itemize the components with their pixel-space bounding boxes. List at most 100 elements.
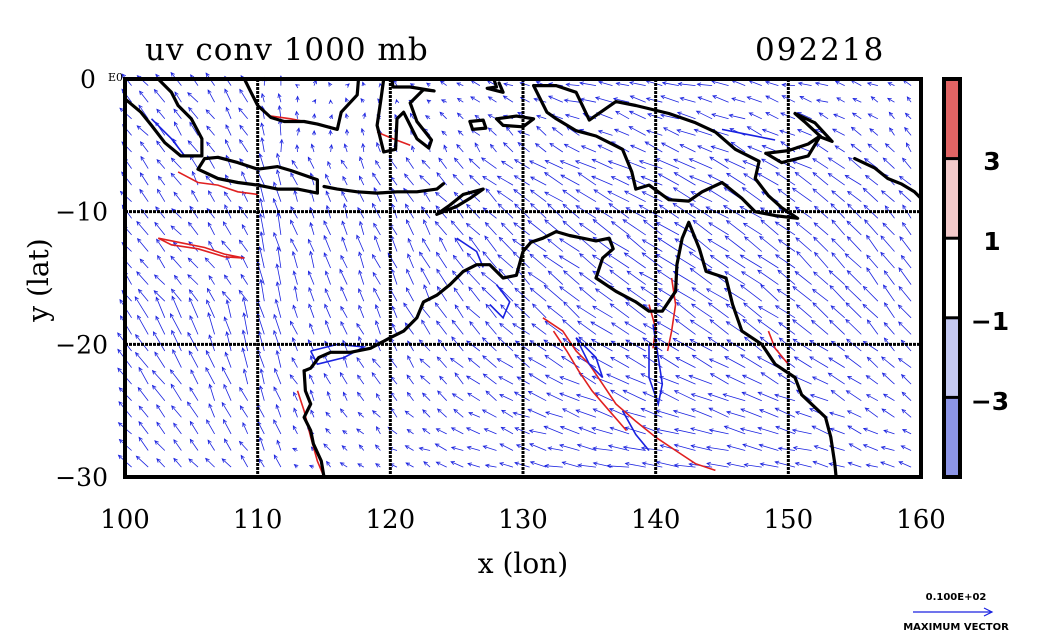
wind-vector-head	[260, 92, 266, 98]
wind-vector	[189, 155, 199, 169]
wind-vector	[661, 142, 680, 153]
wind-vector-head	[527, 390, 533, 395]
wind-vector	[847, 236, 862, 252]
x-axis-ticks: 100 110 120 130 140 150 160	[100, 505, 946, 535]
wind-vector	[293, 392, 298, 401]
wind-vector	[359, 221, 365, 236]
wind-vector	[528, 391, 547, 402]
wind-vector	[356, 323, 365, 335]
wind-vector	[259, 458, 265, 468]
wind-vector	[188, 350, 199, 368]
wind-vector	[744, 464, 762, 468]
wind-vector	[240, 455, 249, 468]
wind-vector	[225, 124, 232, 136]
wind-vector-head	[289, 374, 294, 379]
wind-vector	[223, 221, 232, 236]
wind-vector	[795, 172, 812, 186]
wind-vector-head	[672, 337, 678, 342]
wind-vector	[559, 238, 580, 252]
wind-vector	[547, 305, 564, 319]
wind-vector	[544, 425, 563, 435]
wind-vector-head	[434, 302, 439, 307]
wind-vector	[357, 392, 365, 401]
wind-vector-head	[361, 142, 366, 148]
wind-vector-head	[846, 236, 852, 241]
wind-vector	[559, 255, 580, 269]
wind-vector	[140, 141, 149, 153]
wind-vector-head	[657, 237, 663, 242]
wind-vector	[659, 390, 680, 402]
wind-vector-head	[563, 301, 568, 306]
wind-vector	[549, 143, 564, 153]
wind-vector-head	[847, 376, 852, 380]
wind-vector-head	[454, 304, 459, 310]
wind-vector	[466, 270, 481, 285]
wind-vector-head	[137, 237, 142, 243]
wind-vector-head	[774, 305, 780, 310]
wind-vector-head	[608, 408, 614, 412]
wind-vector-head	[512, 238, 517, 243]
wind-vector	[677, 112, 696, 120]
wind-vector	[727, 463, 746, 468]
wind-vector	[419, 251, 431, 269]
wind-vector	[456, 82, 464, 86]
wind-vector	[578, 464, 597, 468]
wind-vector-head	[435, 461, 441, 466]
wind-vector	[642, 191, 663, 203]
wind-vector-head	[564, 113, 570, 118]
wind-vector-head	[708, 358, 714, 363]
wind-vector-head	[690, 427, 695, 432]
wind-vector	[742, 374, 762, 385]
wind-vector	[325, 174, 331, 186]
wind-vector-head	[290, 172, 295, 178]
wind-vector	[156, 159, 166, 169]
wind-vector	[327, 391, 331, 401]
wind-vector	[530, 176, 547, 186]
wind-vector-head	[797, 81, 803, 86]
wind-vector	[595, 97, 613, 103]
wind-vector-head	[514, 303, 519, 308]
wind-vector-head	[498, 236, 504, 242]
wind-vector-head	[341, 220, 346, 226]
wind-vector	[242, 422, 249, 435]
y-axis-ticks: −10−20−30	[55, 198, 108, 492]
wind-vector	[613, 98, 630, 103]
wind-vector-head	[898, 321, 903, 326]
wind-vector-head	[560, 174, 566, 179]
wind-vector	[576, 394, 597, 402]
wind-vector-head	[224, 438, 229, 444]
wind-vector-head	[465, 427, 471, 432]
wind-vector-head	[156, 158, 161, 164]
wind-vector-head	[657, 288, 663, 293]
wind-vector-head	[190, 369, 195, 374]
wind-vector	[640, 373, 663, 385]
wind-vector-head	[174, 91, 179, 97]
wind-vector	[173, 423, 182, 435]
wind-vector	[373, 223, 381, 236]
wind-vector	[676, 302, 696, 319]
wind-vector	[898, 286, 912, 302]
wind-vector-head	[224, 204, 229, 209]
wind-vector	[499, 394, 514, 402]
wind-vector	[833, 113, 845, 120]
wind-vector	[308, 304, 315, 318]
wind-vector-head	[239, 405, 244, 410]
wind-vector	[724, 235, 746, 252]
wind-vector-head	[371, 202, 376, 208]
wind-vector	[844, 355, 862, 368]
wind-vector-head	[880, 190, 886, 195]
wind-vector-head	[887, 82, 893, 87]
wind-vector-head	[844, 285, 850, 290]
wind-vector-head	[482, 175, 487, 181]
wind-vector	[592, 375, 613, 385]
wind-vector	[223, 419, 232, 435]
wind-vector	[560, 160, 580, 169]
wind-vector-head	[340, 305, 345, 311]
wind-vector	[674, 444, 696, 451]
wind-vector	[692, 220, 713, 236]
wind-vector	[155, 206, 166, 219]
wind-vector	[624, 252, 646, 269]
wind-vector-head	[513, 222, 518, 227]
wind-vector	[407, 340, 414, 352]
